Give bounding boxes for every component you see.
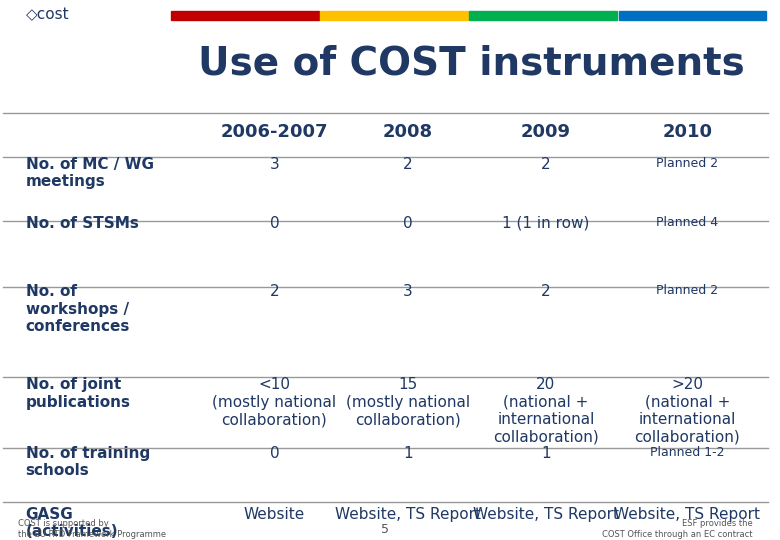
Text: Planned 2: Planned 2	[656, 284, 718, 298]
Text: 0: 0	[270, 446, 279, 461]
Text: 3: 3	[269, 157, 279, 172]
Text: Planned 4: Planned 4	[656, 216, 718, 229]
Text: No. of
workshops /
conferences: No. of workshops / conferences	[26, 284, 130, 334]
Text: 0: 0	[270, 216, 279, 231]
Text: 2: 2	[541, 157, 551, 172]
Text: No. of MC / WG
meetings: No. of MC / WG meetings	[26, 157, 154, 190]
Text: Planned 1-2: Planned 1-2	[650, 446, 725, 459]
Text: Use of COST instruments: Use of COST instruments	[198, 44, 745, 83]
Text: Website: Website	[243, 507, 305, 522]
Text: Website, TS Report: Website, TS Report	[473, 507, 619, 522]
Text: 2: 2	[541, 284, 551, 299]
Text: 0: 0	[403, 216, 413, 231]
Bar	[470, 11, 617, 20]
Text: Planned 2: Planned 2	[656, 157, 718, 170]
Text: Website, TS Report: Website, TS Report	[615, 507, 760, 522]
Text: 2008: 2008	[383, 123, 433, 141]
Text: 1 (1 in row): 1 (1 in row)	[502, 216, 590, 231]
Text: ESF provides the
COST Office through an EC contract: ESF provides the COST Office through an …	[602, 519, 753, 539]
Text: 2009: 2009	[521, 123, 571, 141]
Text: No. of joint
publications: No. of joint publications	[26, 377, 131, 410]
Text: 20
(national +
international
collaboration): 20 (national + international collaborati…	[493, 377, 599, 444]
Text: GASG
(activities): GASG (activities)	[26, 507, 119, 539]
Text: 1: 1	[403, 446, 413, 461]
Text: 5: 5	[381, 523, 389, 536]
Text: 2: 2	[270, 284, 279, 299]
Text: Website, TS Report: Website, TS Report	[335, 507, 481, 522]
Text: 1: 1	[541, 446, 551, 461]
Text: No. of STSMs: No. of STSMs	[26, 216, 139, 231]
Text: 2010: 2010	[662, 123, 712, 141]
Text: 15
(mostly national
collaboration): 15 (mostly national collaboration)	[346, 377, 470, 427]
Text: <10
(mostly national
collaboration): <10 (mostly national collaboration)	[212, 377, 336, 427]
Bar	[171, 11, 319, 20]
Bar	[321, 11, 468, 20]
Text: No. of training
schools: No. of training schools	[26, 446, 150, 478]
Text: COST is supported by
the EU RTD Framework Programme: COST is supported by the EU RTD Framewor…	[18, 519, 166, 539]
Text: ◇cost: ◇cost	[26, 8, 69, 23]
Bar	[619, 11, 766, 20]
Text: 3: 3	[403, 284, 413, 299]
Text: 2: 2	[403, 157, 413, 172]
Text: >20
(national +
international
collaboration): >20 (national + international collaborat…	[634, 377, 740, 444]
Text: 2006-2007: 2006-2007	[221, 123, 328, 141]
